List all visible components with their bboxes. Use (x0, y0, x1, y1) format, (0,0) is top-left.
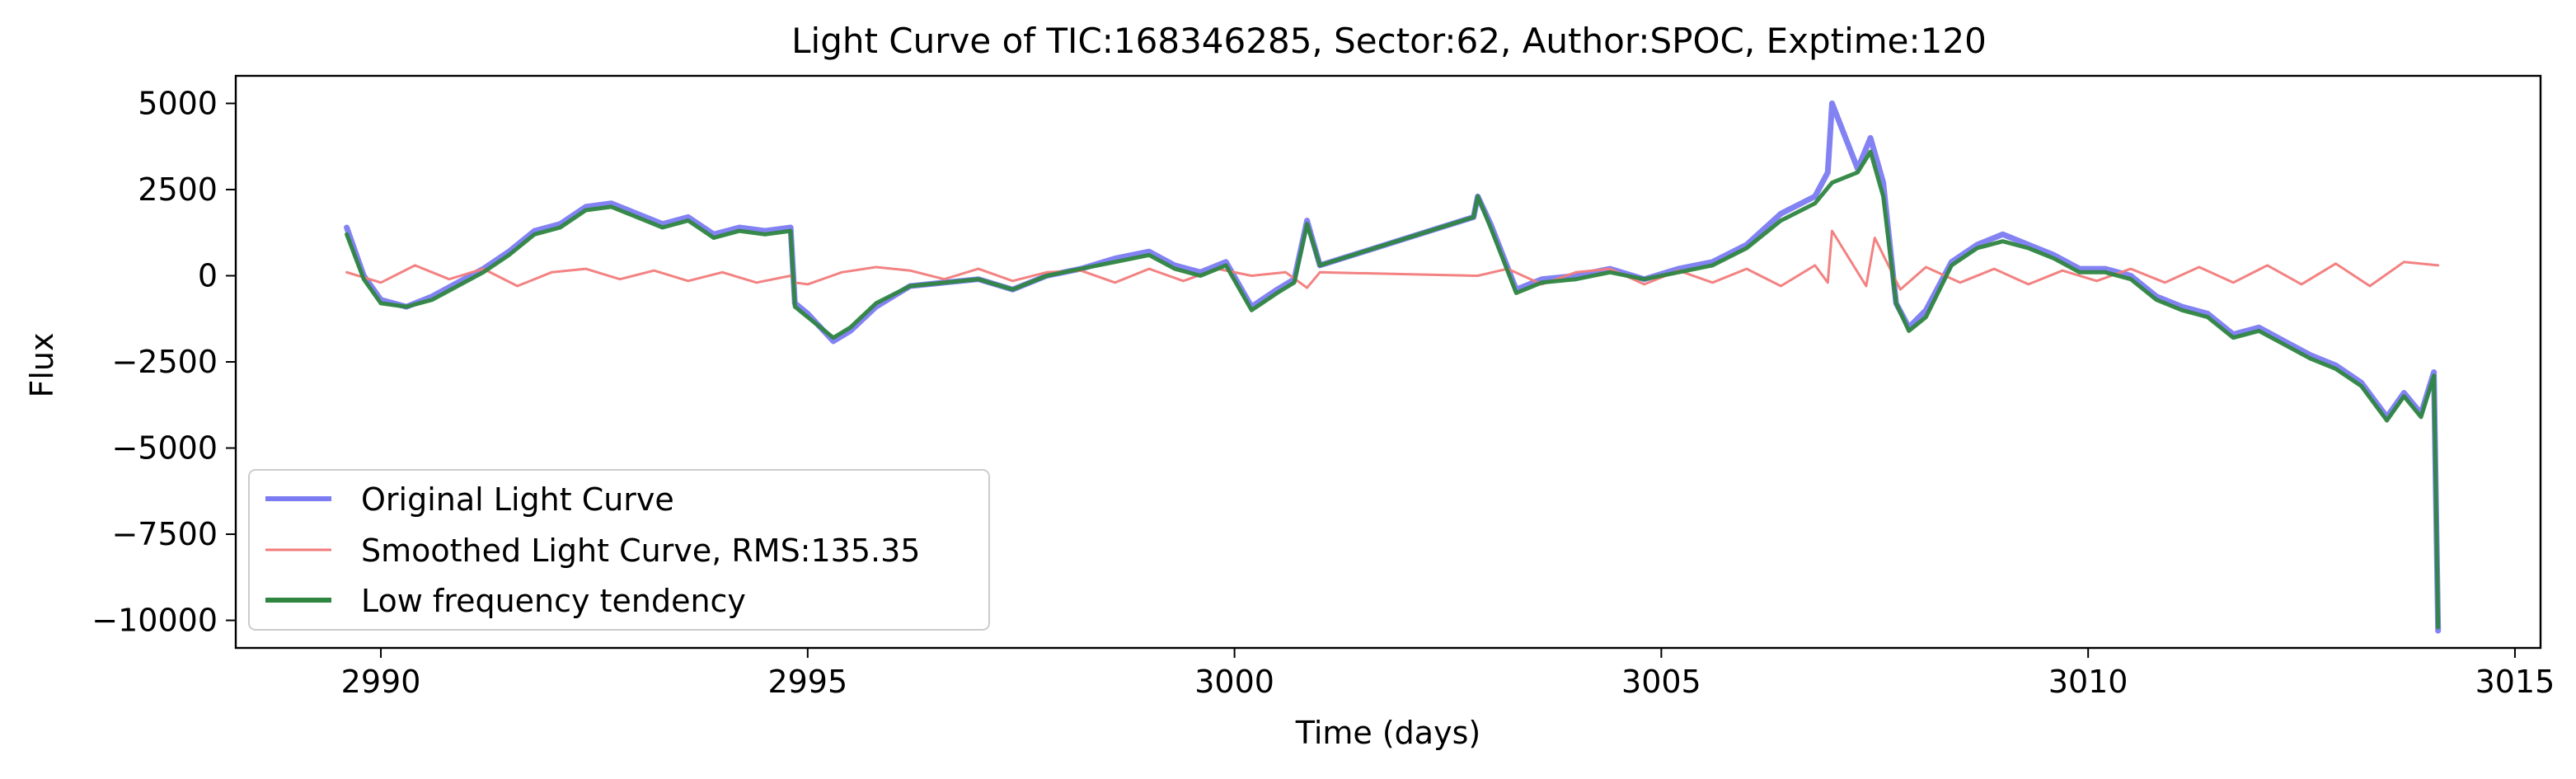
x-axis: 2990 2995 3000 3005 3010 3015 (341, 648, 2555, 700)
x-tick-label: 2990 (341, 664, 421, 700)
y-tick-label: −10000 (91, 603, 218, 639)
series-low-frequency-tendency (345, 149, 2441, 630)
y-tick-label: −5000 (111, 430, 218, 467)
x-axis-label: Time (days) (1295, 715, 1480, 751)
x-tick-label: 3000 (1194, 664, 1274, 700)
legend-label-low-frequency: Low frequency tendency (361, 583, 746, 619)
x-tick-label: 3010 (2048, 664, 2128, 700)
y-axis: 5000 2500 0 −2500 −5000 −7500 −10000 (91, 85, 236, 639)
legend-label-smoothed: Smoothed Light Curve, RMS:135.35 (361, 533, 920, 569)
legend: Original Light Curve Smoothed Light Curv… (248, 469, 990, 631)
y-axis-label: Flux (24, 333, 60, 398)
legend-label-original: Original Light Curve (361, 481, 674, 518)
chart-title: Light Curve of TIC:168346285, Sector:62,… (791, 21, 1987, 61)
series-smoothed-light-curve (345, 229, 2440, 291)
y-tick-label: −2500 (111, 344, 218, 380)
x-tick-label: 2995 (767, 664, 847, 700)
y-tick-label: 0 (198, 257, 218, 293)
y-tick-label: 5000 (138, 85, 218, 121)
y-tick-label: −7500 (111, 516, 218, 552)
legend-frame (248, 469, 990, 631)
y-tick-label: 2500 (138, 171, 218, 208)
series-layer (344, 100, 2442, 634)
x-tick-label: 3005 (1621, 664, 1701, 700)
x-tick-label: 3015 (2475, 664, 2555, 700)
